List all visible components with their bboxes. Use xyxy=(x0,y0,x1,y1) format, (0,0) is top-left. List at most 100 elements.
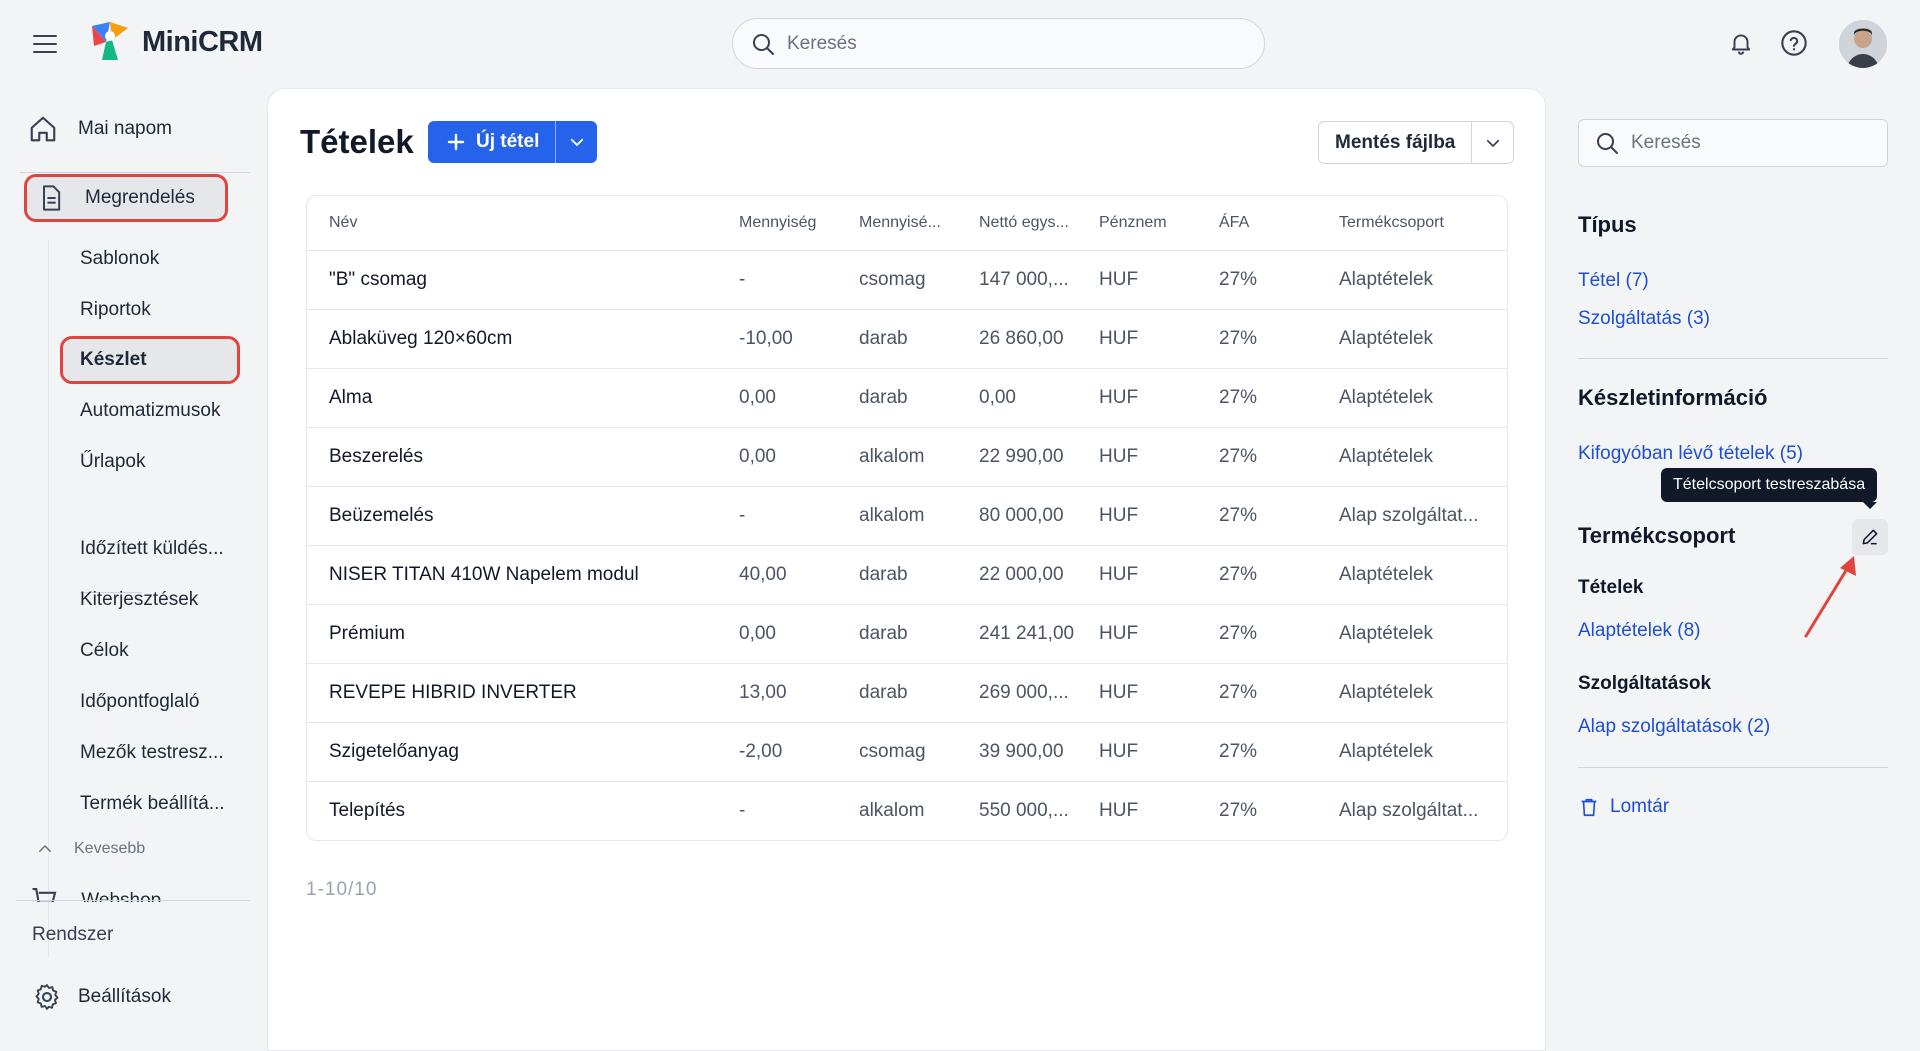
table-row[interactable]: REVEPE HIBRID INVERTER 13,00 darab 269 000,… xyxy=(307,663,1507,723)
table-row[interactable]: Prémium 0,00 darab 241 241,00 HUF 27% Alaptéte… xyxy=(307,604,1507,664)
new-item-dropdown-button[interactable] xyxy=(555,121,598,163)
table-row[interactable]: Beszerelés 0,00 alkalom 22 990,00 HUF 27% Alap… xyxy=(307,427,1507,487)
trash-label: Lomtár xyxy=(1610,796,1670,817)
table-row[interactable]: Beüzemelés - alkalom 80 000,00 HUF 27% Alap sz… xyxy=(307,486,1507,546)
panel-search-input[interactable] xyxy=(1631,132,1871,154)
cell-afa: 27% xyxy=(1197,309,1317,369)
edit-product-group-button[interactable] xyxy=(1852,519,1888,555)
trash-icon xyxy=(1581,798,1597,817)
cell-nev: Ablaküveg 120×60cm xyxy=(307,309,717,369)
cell-termekcsoport: Alaptételek xyxy=(1317,427,1507,487)
table-row[interactable]: NISER TITAN 410W Napelem modul 40,00 darab… xyxy=(307,545,1507,605)
filter-link-alaptetelek[interactable]: Alaptételek (8) xyxy=(1578,620,1701,641)
filter-link-alap-szolgaltatasok[interactable]: Alap szolgáltatások (2) xyxy=(1578,716,1771,737)
divider xyxy=(80,592,142,593)
items-table: Név Mennyiség Mennyisé... Nettó egys... … xyxy=(306,195,1508,841)
table-row[interactable]: Szigetelőanyag -2,00 csomag 39 900,00 HUF 27%… xyxy=(307,722,1507,782)
global-search[interactable] xyxy=(732,18,1265,69)
filter-link-kifogyoban[interactable]: Kifogyóban lévő tételek (5) xyxy=(1578,443,1803,464)
cell-mennyiseg: - xyxy=(717,486,837,546)
search-icon xyxy=(1597,133,1618,154)
cell-mennyisegi-egyseg: darab xyxy=(837,309,957,369)
sidebar-subitem-termek-beallitasok[interactable]: Termék beállítá... xyxy=(80,793,225,814)
new-item-button[interactable]: Új tétel xyxy=(428,121,556,163)
avatar[interactable] xyxy=(1839,20,1887,68)
sidebar-subitem-keszlet[interactable]: Készlet xyxy=(60,336,240,384)
cell-penznem: HUF xyxy=(1077,368,1197,428)
cell-netto-egysegar: 241 241,00 xyxy=(957,604,1077,664)
cell-mennyisegi-egyseg: darab xyxy=(837,545,957,605)
table-row[interactable]: Alma 0,00 darab 0,00 HUF 27% Alaptételek xyxy=(307,368,1507,428)
sidebar: Mai napom Megrendelés Sablonok Riportok … xyxy=(0,88,266,1051)
column-header-nev[interactable]: Név xyxy=(307,196,717,251)
section-title-termekcsoport: Termékcsoport xyxy=(1578,523,1736,548)
cell-termekcsoport: Alaptételek xyxy=(1317,545,1507,605)
cell-netto-egysegar: 22 990,00 xyxy=(957,427,1077,487)
sidebar-item-megrendeles[interactable]: Megrendelés xyxy=(24,174,228,222)
sidebar-subitem-automatizmusok[interactable]: Automatizmusok xyxy=(80,400,221,421)
divider xyxy=(16,900,250,901)
save-to-file-button[interactable]: Mentés fájlba xyxy=(1335,131,1456,153)
table-body: "B" csomag - csomag 147 000,... HUF 27% Alapté… xyxy=(307,250,1507,840)
sidebar-item-label: Megrendelés xyxy=(85,187,195,208)
cell-penznem: HUF xyxy=(1099,799,1139,821)
cell-mennyisegi-egyseg: alkalom xyxy=(837,486,957,546)
sidebar-item-label: Beállítások xyxy=(78,986,171,1007)
column-header-afa[interactable]: ÁFA xyxy=(1197,196,1317,251)
chevron-down-icon xyxy=(1486,139,1499,147)
cell-afa: 27% xyxy=(1197,663,1317,723)
cell-nev: NISER TITAN 410W Napelem modul xyxy=(307,545,717,605)
sidebar-subitem-sablonok[interactable]: Sablonok xyxy=(80,248,160,269)
cell-penznem: HUF xyxy=(1077,545,1197,605)
column-header-penznem[interactable]: Pénznem xyxy=(1077,196,1197,251)
sidebar-subitem-urlapok[interactable]: Űrlapok xyxy=(80,451,146,472)
cell-mennyiseg: 0,00 xyxy=(717,427,837,487)
logo[interactable]: MiniCRM xyxy=(88,20,263,64)
cell-afa: 27% xyxy=(1197,368,1317,428)
sidebar-subitem-kiterjesztesek[interactable]: Kiterjesztések xyxy=(80,589,199,610)
submenu-rail xyxy=(48,240,49,958)
sidebar-item-beallitasok[interactable]: Beállítások xyxy=(32,982,171,1012)
menu-icon[interactable] xyxy=(30,32,60,56)
document-icon xyxy=(43,185,61,211)
column-header-mennyiseg[interactable]: Mennyiség xyxy=(717,196,837,251)
bell-icon[interactable] xyxy=(1726,28,1756,58)
filter-panel: Típus Tétel (7) Szolgáltatás (3) Készlet… xyxy=(1578,88,1888,1051)
new-item-button-group: Új tétel xyxy=(428,121,598,163)
sidebar-item-webshop[interactable]: Webshop xyxy=(30,884,240,902)
table-row[interactable]: Telepítés - alkalom 550 000,... HUF 27% Alap s… xyxy=(307,781,1507,840)
column-header-mennyisegi-egyseg[interactable]: Mennyisé... xyxy=(837,196,957,251)
cell-penznem: HUF xyxy=(1077,722,1197,782)
sidebar-subitem-celok[interactable]: Célok xyxy=(80,640,129,661)
cell-penznem: HUF xyxy=(1077,604,1197,664)
help-icon[interactable] xyxy=(1779,28,1809,58)
filter-link-tetel[interactable]: Tétel (7) xyxy=(1578,270,1649,291)
table-row[interactable]: Ablaküveg 120×60cm -10,00 darab 26 860,00 HU… xyxy=(307,309,1507,369)
sidebar-subitem-riportok[interactable]: Riportok xyxy=(80,299,151,320)
save-dropdown-button[interactable] xyxy=(1471,122,1513,163)
cell-mennyisegi-egyseg: darab xyxy=(837,663,957,723)
column-header-termekcsoport[interactable]: Termékcsoport xyxy=(1317,196,1507,251)
cell-termekcsoport: Alap szolgáltat... xyxy=(1317,486,1507,546)
global-search-input[interactable] xyxy=(787,32,1227,55)
new-item-label: Új tétel xyxy=(476,131,540,152)
tooltip: Tételcsoport testreszabása xyxy=(1661,468,1878,509)
cell-mennyiseg: 40,00 xyxy=(717,545,837,605)
panel-search[interactable] xyxy=(1578,119,1888,167)
cell-nev: Alma xyxy=(307,368,717,428)
sidebar-subitem-mezok-testreszabasa[interactable]: Mezők testresz... xyxy=(80,742,224,763)
filter-link-szolgaltatas[interactable]: Szolgáltatás (3) xyxy=(1578,308,1711,329)
trash-link[interactable]: Lomtár xyxy=(1578,796,1669,818)
search-icon xyxy=(753,33,774,55)
cell-mennyisegi-egyseg: alkalom xyxy=(837,427,957,487)
brand-name: MiniCRM xyxy=(142,25,263,58)
sidebar-subitem-idopontfoglalo[interactable]: Időpontfoglaló xyxy=(80,691,200,712)
table-header-row: Név Mennyiség Mennyisé... Nettó egys... … xyxy=(307,196,1507,251)
sidebar-item-mai-napom[interactable]: Mai napom xyxy=(28,114,172,144)
pencil-icon xyxy=(1862,529,1878,545)
sidebar-subitem-idozitett-kuldes[interactable]: Időzített küldés... xyxy=(80,538,224,559)
cell-mennyiseg: 13,00 xyxy=(717,663,837,723)
show-less-toggle[interactable]: Kevesebb xyxy=(36,840,145,858)
table-row[interactable]: "B" csomag - csomag 147 000,... HUF 27% Alapté… xyxy=(307,250,1507,310)
column-header-netto-egysegar[interactable]: Nettó egys... xyxy=(957,196,1077,251)
